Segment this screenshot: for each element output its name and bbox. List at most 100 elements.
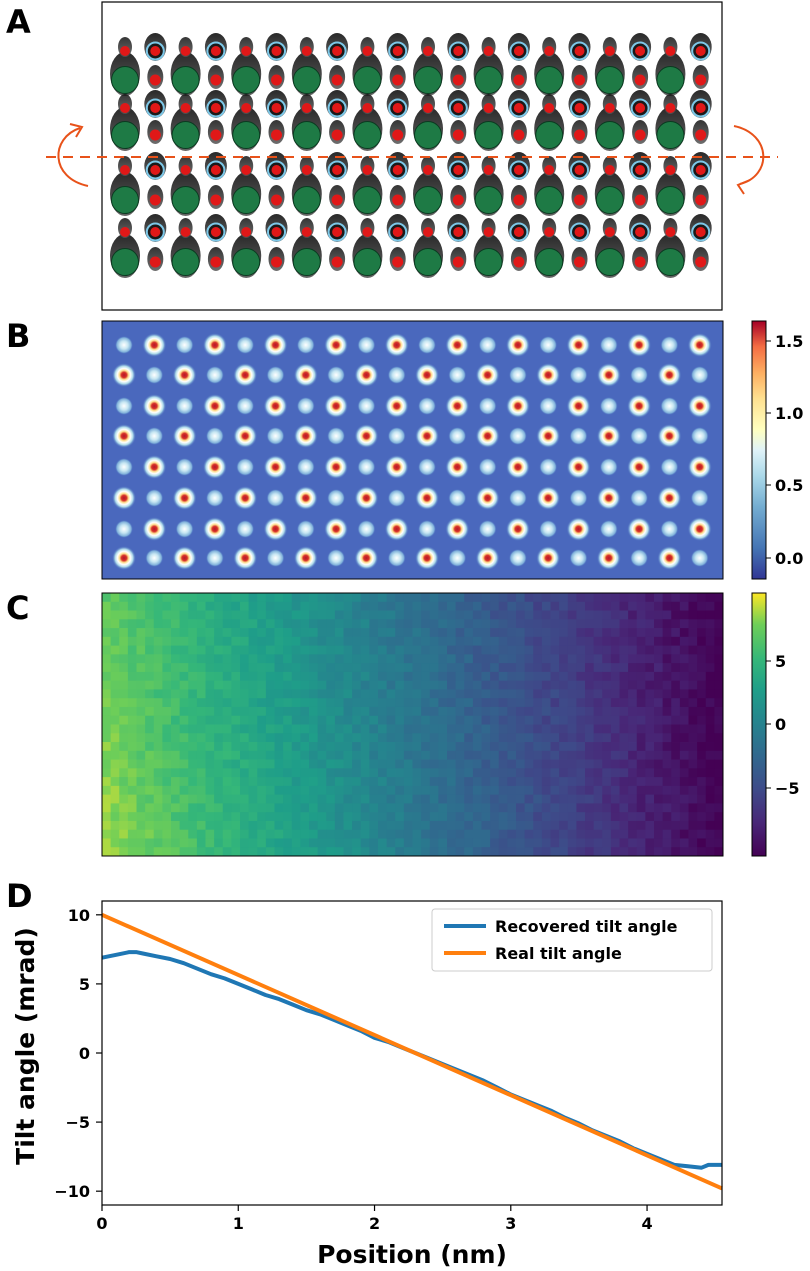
small-atom xyxy=(301,103,312,113)
panel-label-d: D xyxy=(6,877,33,915)
small-atom xyxy=(604,103,615,113)
small-atom xyxy=(634,194,646,206)
bright-spot xyxy=(384,394,409,418)
bright-spot xyxy=(536,363,561,387)
dim-spot xyxy=(357,520,376,538)
small-atom xyxy=(180,227,191,237)
colorbar-tick-label: 5 xyxy=(775,652,786,671)
large-atom xyxy=(595,186,624,214)
bright-spot xyxy=(142,455,167,479)
large-atom xyxy=(414,186,442,214)
bright-spot xyxy=(263,455,288,479)
small-atom xyxy=(423,46,433,56)
dim-spot xyxy=(205,549,224,567)
ringed-atom-core xyxy=(695,46,706,56)
bright-spot xyxy=(233,424,258,448)
small-atom xyxy=(392,256,404,268)
bright-spot xyxy=(324,517,349,541)
large-atom xyxy=(535,66,564,94)
bright-spot xyxy=(354,363,379,387)
large-atom xyxy=(232,121,261,149)
bright-spot xyxy=(263,394,288,418)
dim-spot xyxy=(175,397,194,415)
large-atom xyxy=(292,66,321,94)
dim-spot xyxy=(357,458,376,476)
small-atom xyxy=(483,103,494,113)
small-atom xyxy=(120,103,130,113)
large-atom xyxy=(656,248,685,276)
bright-spot xyxy=(233,546,258,570)
ringed-atom-core xyxy=(332,165,343,175)
dim-spot xyxy=(539,336,558,354)
bright-spot xyxy=(263,517,288,541)
small-atom xyxy=(483,227,494,237)
ringed-atom-core xyxy=(332,227,343,237)
dim-spot xyxy=(145,549,164,567)
bright-spot xyxy=(415,486,439,510)
bright-spot xyxy=(172,486,197,510)
large-atom xyxy=(171,66,200,94)
large-atom xyxy=(353,186,382,214)
dim-spot xyxy=(205,489,224,507)
bright-spot xyxy=(657,546,682,570)
bright-spot xyxy=(112,546,136,570)
small-atom xyxy=(180,103,191,113)
bright-spot xyxy=(657,424,682,448)
ringed-atom-core xyxy=(271,46,282,56)
bright-spot xyxy=(505,333,530,357)
large-atom xyxy=(474,248,503,276)
small-atom xyxy=(634,256,646,268)
bright-spot xyxy=(445,517,470,541)
small-atom xyxy=(331,74,343,86)
small-atom xyxy=(574,194,585,206)
bright-spot xyxy=(596,546,621,570)
small-atom xyxy=(665,103,676,113)
bright-spot xyxy=(112,363,136,387)
legend-label: Recovered tilt angle xyxy=(495,917,678,936)
small-atom xyxy=(331,256,343,268)
bright-spot xyxy=(172,363,197,387)
bright-spot xyxy=(324,394,349,418)
bright-spot xyxy=(596,424,621,448)
ringed-atom-core xyxy=(453,46,464,56)
dim-spot xyxy=(660,458,679,476)
ringed-atom-core xyxy=(210,165,221,175)
ringed-atom-core xyxy=(635,165,646,175)
small-atom xyxy=(149,194,161,206)
dim-spot xyxy=(236,458,255,476)
small-atom xyxy=(301,46,312,56)
ringed-atom-core xyxy=(392,46,403,56)
dim-spot xyxy=(569,489,588,507)
large-atom xyxy=(595,121,624,149)
dim-spot xyxy=(205,366,224,384)
large-atom xyxy=(111,186,139,214)
ringed-atom-core xyxy=(332,103,343,113)
large-atom xyxy=(232,186,261,214)
dim-spot xyxy=(660,520,679,538)
tilt-map-pixels xyxy=(102,593,724,857)
bright-spot xyxy=(324,333,349,357)
bright-spot xyxy=(566,517,591,541)
small-atom xyxy=(149,256,161,268)
small-atom xyxy=(392,129,404,141)
small-atom xyxy=(241,165,252,175)
dim-spot xyxy=(448,366,467,384)
small-atom xyxy=(513,256,525,268)
bright-spot xyxy=(627,517,652,541)
small-atom xyxy=(120,227,130,237)
dim-spot xyxy=(478,520,497,538)
dim-spot xyxy=(630,366,649,384)
dim-spot xyxy=(599,520,618,538)
dim-spot xyxy=(236,397,255,415)
colorbar-tick-label: 1.5 xyxy=(775,332,803,351)
panel-label-b: B xyxy=(6,317,31,355)
small-atom xyxy=(604,227,615,237)
small-atom xyxy=(665,46,676,56)
small-atom xyxy=(120,165,130,175)
dim-spot xyxy=(387,489,406,507)
colorbar-tick-label: 1.0 xyxy=(775,404,803,423)
dim-spot xyxy=(569,427,588,445)
dim-spot xyxy=(327,366,346,384)
small-atom xyxy=(241,103,252,113)
y-tick-label: 0 xyxy=(79,1044,90,1063)
